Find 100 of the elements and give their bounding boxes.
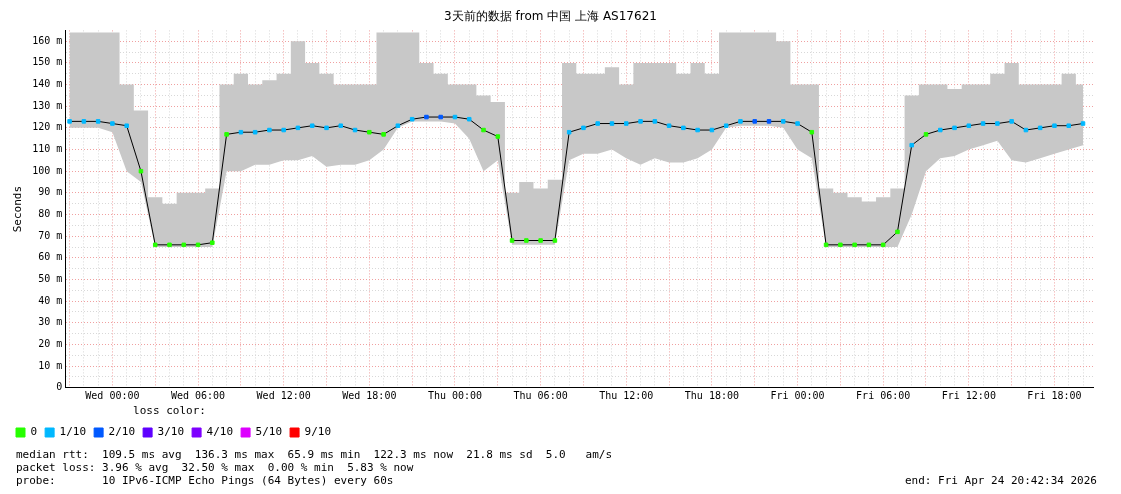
- point: [681, 125, 686, 131]
- point: [723, 123, 729, 128]
- point: [81, 119, 87, 124]
- y-tick-label: 10 m: [38, 359, 63, 371]
- point: [923, 132, 929, 137]
- y-tick-label: 90 m: [38, 186, 63, 198]
- point: [409, 116, 415, 122]
- y-tick-label: 120 m: [32, 121, 63, 133]
- x-tick-label: Fri 06:00: [856, 390, 911, 402]
- point: [495, 134, 501, 139]
- legend-label: 3/10: [157, 425, 185, 439]
- x-tick-label: Wed 00:00: [85, 390, 140, 402]
- point: [909, 142, 914, 148]
- point: [766, 119, 772, 124]
- legend-label: 4/10: [206, 425, 234, 439]
- point: [124, 123, 129, 128]
- point: [1023, 127, 1029, 133]
- point: [1066, 123, 1071, 128]
- point: [823, 242, 829, 248]
- point: [509, 238, 515, 243]
- point: [324, 125, 329, 131]
- point: [866, 242, 872, 248]
- point: [980, 121, 986, 126]
- point: [67, 119, 72, 124]
- point: [338, 123, 344, 128]
- y-tick-label: 130 m: [32, 99, 63, 111]
- point: [952, 125, 957, 131]
- point: [138, 168, 144, 174]
- point: [752, 119, 757, 124]
- point: [666, 123, 672, 128]
- point: [795, 121, 800, 126]
- legend-title: loss color:: [133, 404, 206, 418]
- point: [424, 114, 429, 120]
- y-tick-label: 50 m: [38, 273, 63, 285]
- point: [838, 242, 843, 248]
- text: probe: 10 IPv6-ICMP Echo Pings (64 Bytes) every 60s: [16, 474, 394, 487]
- x-tick-label: Fri 12:00: [941, 390, 996, 402]
- x-tick-label: Thu 12:00: [599, 390, 654, 402]
- x-tick-label: Wed 18:00: [342, 390, 397, 402]
- point: [395, 123, 401, 128]
- legend-label: 5/10: [255, 425, 283, 439]
- y-axis-title: Seconds: [11, 185, 25, 233]
- y-tick-label: 20 m: [38, 338, 63, 350]
- x-tick-label: Fri 18:00: [1027, 390, 1082, 402]
- point: [809, 129, 815, 135]
- point: [167, 242, 172, 248]
- point: [995, 121, 1000, 126]
- point: [566, 129, 572, 135]
- point: [367, 129, 372, 135]
- point: [852, 242, 857, 248]
- point: [538, 238, 543, 243]
- y-tick-label: 80 m: [38, 208, 63, 220]
- text: packet loss: 3.96 % avg 32.50 % max 0.00 % min 5.83 % now: [16, 461, 414, 474]
- point: [381, 132, 386, 137]
- point: [438, 114, 443, 120]
- legend-label: 2/10: [108, 425, 136, 439]
- y-tick-label: 30 m: [38, 316, 63, 328]
- x-tick-label: Thu 00:00: [427, 390, 483, 402]
- point: [581, 125, 586, 131]
- point: [152, 242, 158, 248]
- point: [652, 119, 658, 124]
- point: [466, 116, 472, 122]
- point: [595, 121, 600, 126]
- point: [252, 129, 258, 135]
- y-tick-label: 60 m: [38, 251, 63, 263]
- x-tick-label: Wed 06:00: [170, 390, 226, 402]
- point: [880, 242, 886, 248]
- legend-label: 1/10: [59, 425, 87, 439]
- y-tick-label: 70 m: [38, 229, 63, 241]
- point: [895, 229, 900, 235]
- point: [609, 121, 615, 126]
- y-tick-label: 110 m: [32, 143, 63, 155]
- point: [110, 121, 115, 126]
- text: median rtt: 109.5 ms avg 136.3 ms max 65.9 ms min 122.3 ms now 21.8 ms sd 5.0 am/s: [16, 448, 613, 461]
- point: [966, 123, 972, 128]
- point: [309, 123, 315, 128]
- point: [295, 125, 301, 131]
- x-tick-label: Fri 00:00: [770, 390, 825, 402]
- point: [181, 242, 187, 248]
- point: [1037, 125, 1043, 131]
- legend-label: 9/10: [304, 425, 332, 439]
- chart-title: 3天前的数据 from 中国 上海 AS17621: [444, 9, 657, 24]
- y-tick-label: 40 m: [38, 294, 63, 306]
- x-tick-label: Thu 18:00: [684, 390, 739, 402]
- point: [695, 127, 700, 133]
- point: [210, 240, 215, 245]
- y-tick-label: 0: [56, 381, 63, 393]
- point: [1080, 121, 1086, 126]
- point: [1052, 123, 1057, 128]
- point: [524, 238, 529, 243]
- y-tick-label: 150 m: [32, 56, 63, 68]
- point: [281, 127, 286, 133]
- point: [709, 127, 715, 133]
- y-tick-label: 160 m: [32, 34, 63, 46]
- point: [938, 127, 943, 133]
- y-tick-label: 140 m: [32, 78, 63, 90]
- point: [638, 119, 643, 124]
- x-tick-label: Thu 06:00: [513, 390, 568, 402]
- point: [195, 242, 201, 248]
- point: [781, 119, 786, 124]
